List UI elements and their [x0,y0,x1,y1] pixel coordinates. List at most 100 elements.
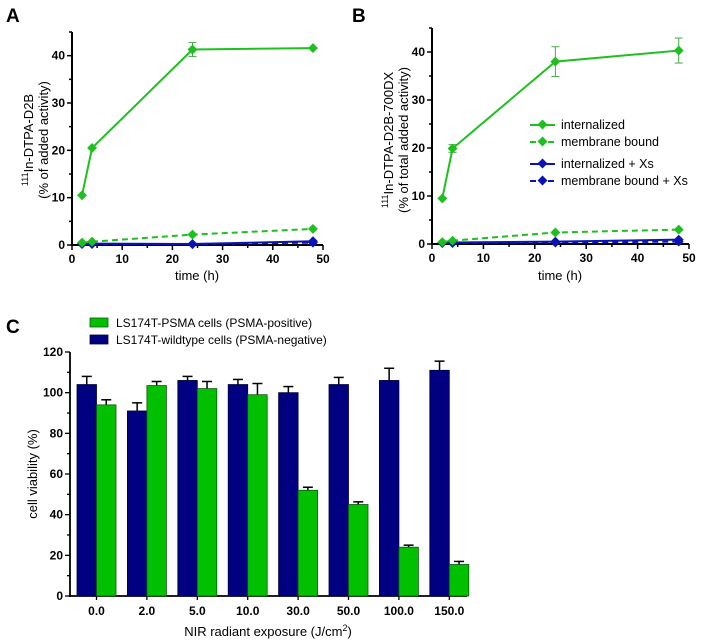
chart-b-axes: 0 10 20 30 40 0 10 20 30 40 50 [412,27,696,265]
chart-a-ylabel-sup: 111 [20,172,30,186]
chart-a-x-tick-label: 40 [266,252,280,266]
chart-a-xlabel: time (h) [175,268,219,283]
series-line-internalized [81,47,313,196]
chart-b-ylabel-sup: 111 [380,194,390,208]
chart-c-x-tick-label: 30.0 [286,604,310,618]
data-point-membrane-bound [550,227,561,238]
legend-label-internalized-xs: internalized + Xs [561,157,654,171]
chart-a-ylabel-line2: (% of added activity) [36,81,51,199]
bar-psma-positive [96,404,117,597]
chart-c-y-tick-label: 60 [50,467,64,481]
chart-c-x-tick-label: 2.0 [139,604,156,618]
chart-b-ylabel-line2: (% of total added activity) [396,67,411,213]
data-point-membrane-bound [187,229,198,240]
bar-psma-negative [76,384,97,597]
bar-psma-negative [429,369,450,597]
chart-c-xlabel: NIR radiant exposure (J/cm2) [184,623,352,639]
legend-label-psma-positive: LS174T-PSMA cells (PSMA-positive) [116,316,312,330]
chart-c-xlabel-sup: 2 [342,623,347,633]
bar-psma-negative [177,380,198,597]
data-point-membrane-bound [437,237,448,248]
chart-a-y-tick-label: 10 [52,191,66,205]
data-point-internalized [550,56,561,67]
bar-psma-negative [328,384,349,597]
chart-a-y-tick-label: 40 [52,49,66,63]
chart-b-y-tick-label: 30 [412,93,426,107]
data-point-internalized [673,45,684,56]
chart-a: 0 10 20 30 40 0 10 20 30 40 50 time (h) 111In-DTPA… [20,31,330,283]
chart-a-ylabel-text: In-DTPA-D2B [21,94,36,173]
chart-b-y-tick-label: 10 [412,189,426,203]
chart-c-x-tick-label: 0.0 [88,604,105,618]
chart-a-x-tick-label: 20 [166,252,180,266]
chart-b-x-tick-label: 30 [580,251,594,265]
bar-psma-positive [146,385,167,597]
bar-psma-positive [348,504,369,597]
series-line-internalized-xs [82,240,313,246]
chart-b-legend: internalized membrane bound internalized… [530,118,688,188]
data-point-internalized-xs [673,234,684,245]
chart-b-y-tick-label: 0 [418,237,425,251]
diamond-marker-icon [537,119,548,130]
legend-label-psma-negative: LS174T-wildtype cells (PSMA-negative) [116,333,327,347]
chart-c-y-tick-label: 40 [50,508,64,522]
legend-label-membrane-bound: membrane bound [561,135,659,149]
chart-b: 0 10 20 30 40 0 10 20 30 40 50 time (h) 111In-DTPA… [380,27,696,283]
chart-c-ylabel: cell viability (%) [25,429,40,519]
data-point-internalized [308,43,318,54]
chart-b-ylabel-text: In-DTPA-D2B-700DX [381,72,396,195]
chart-b-x-tick-label: 40 [631,251,645,265]
chart-a-x-tick-label: 30 [216,252,230,266]
bar-psma-negative [227,384,249,597]
chart-c: LS174T-PSMA cells (PSMA-positive) LS174T… [25,316,470,639]
chart-c-legend: LS174T-PSMA cells (PSMA-positive) LS174T… [89,316,327,347]
data-point-internalized [437,193,448,204]
chart-a-y-tick-label: 0 [58,238,65,252]
chart-b-x-tick-label: 10 [477,251,491,265]
chart-c-x-tick-label: 50.0 [337,604,361,618]
chart-a-y-tick-label: 20 [52,143,66,157]
panel-label-b: B [352,6,366,27]
bar-psma-negative [127,410,148,597]
chart-c-x-tick-label: 10.0 [236,604,260,618]
bar-psma-positive [448,564,470,597]
chart-c-y-tick-label: 120 [43,345,63,359]
data-point-internalized-xs [550,236,561,247]
legend-entry-internalized-xs: internalized + Xs [530,157,654,171]
data-point-membrane-bound [77,237,87,248]
diamond-marker-icon [537,175,548,186]
legend-entry-psma-positive: LS174T-PSMA cells (PSMA-positive) [89,316,312,330]
chart-b-x-tick-label: 0 [429,251,436,265]
chart-a-x-tick-label: 10 [116,252,130,266]
chart-b-x-tick-label: 20 [528,251,542,265]
data-point-internalized [447,143,458,154]
chart-a-x-tick-label: 0 [69,252,76,266]
chart-b-y-tick-label: 40 [412,45,426,59]
chart-c-xlabel-end: ) [347,624,351,639]
bar-psma-negative [278,392,299,597]
data-point-internalized [187,44,198,55]
chart-c-x-tick-label: 5.0 [189,604,206,618]
chart-a-marks [77,41,318,250]
chart-c-x-tick-label: 100.0 [384,604,414,618]
chart-b-ylabel-line1: 111In-DTPA-D2B-700DX [380,72,396,209]
chart-c-y-tick-label: 0 [56,589,63,603]
data-point-membrane-bound [447,235,458,246]
chart-c-y-tick-label: 20 [50,548,64,562]
bar-psma-negative [378,380,400,597]
chart-a-y-tick-label: 30 [52,96,66,110]
diamond-marker-icon [537,158,548,169]
bar-psma-positive [196,388,218,597]
panel-label-c: C [6,317,20,338]
legend-label-internalized: internalized [561,118,625,132]
bar-psma-positive [297,489,319,597]
legend-entry-internalized: internalized [530,118,625,132]
data-point-membrane-bound [673,224,684,235]
data-point-membrane-bound [308,223,318,234]
series-line-internalized-xs [442,238,679,244]
series-line-membrane-bound [81,227,314,244]
data-point-internalized [77,190,87,201]
chart-c-marks [76,360,470,597]
diamond-marker-icon [537,136,548,147]
chart-b-x-tick-label: 50 [682,251,696,265]
